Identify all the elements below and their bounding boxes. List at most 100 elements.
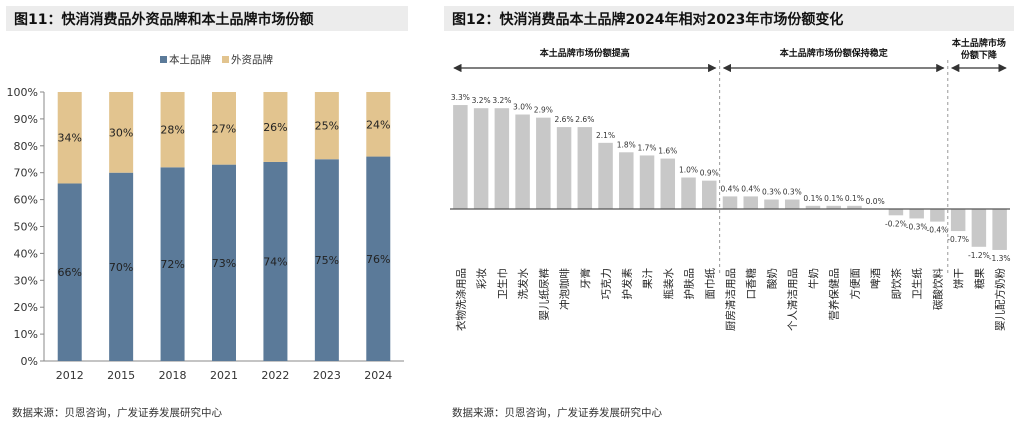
- bar-foreign: [57, 92, 82, 184]
- x-tick-label: 衣物洗涤用品: [454, 268, 467, 331]
- change-bar: [453, 105, 468, 209]
- bar-domestic: [366, 156, 391, 361]
- data-label: 0.3%: [783, 188, 802, 197]
- x-tick-label: 营养保健品: [828, 268, 841, 321]
- data-label: 0.1%: [845, 194, 864, 203]
- change-bar: [494, 108, 510, 209]
- change-bar: [764, 199, 779, 209]
- group-label: 本土品牌市场: [952, 37, 1006, 49]
- y-tick-label: 60%: [14, 194, 38, 207]
- x-tick-label: 面巾纸: [703, 268, 716, 300]
- change-bar: [888, 209, 904, 216]
- legend-swatch: [160, 56, 167, 63]
- x-tick-label: 婴儿配方奶粉: [994, 268, 1007, 331]
- data-label: -1.2%: [968, 251, 990, 260]
- data-label: 27%: [212, 122, 236, 135]
- x-tick-label: 婴儿纸尿裤: [537, 268, 550, 321]
- source-note: 数据来源：贝恩咨询，广发证券发展研究中心: [452, 407, 662, 419]
- data-label: 3.0%: [513, 103, 532, 112]
- data-label: 2.6%: [575, 115, 594, 124]
- data-label: 26%: [263, 121, 287, 134]
- x-tick-label: 2012: [56, 369, 84, 382]
- data-label: 75%: [315, 254, 339, 267]
- data-label: 2.1%: [596, 131, 615, 140]
- change-bar: [722, 196, 738, 209]
- bar-domestic: [57, 183, 82, 361]
- change-bar: [784, 199, 800, 209]
- change-bar: [805, 205, 821, 209]
- change-bar: [743, 196, 758, 209]
- bar-domestic: [263, 161, 288, 361]
- x-tick-label: 碳酸饮料: [931, 268, 944, 310]
- change-bar: [681, 177, 696, 209]
- x-tick-label: 牙膏: [579, 268, 592, 289]
- x-tick-label: 卫生巾: [496, 268, 509, 300]
- data-label: 34%: [57, 132, 81, 145]
- x-tick-label: 方便面: [848, 268, 861, 300]
- bar-foreign: [109, 92, 134, 173]
- x-tick-label: 牛奶: [807, 268, 820, 289]
- change-bar: [847, 205, 862, 209]
- bar-foreign: [314, 92, 339, 160]
- change-bar: [598, 142, 613, 209]
- x-tick-label: 厨房清洁用品: [724, 268, 737, 331]
- x-tick-label: 个人清洁用品: [786, 268, 799, 331]
- x-tick-label: 酸奶: [765, 268, 778, 289]
- data-label: -1.3%: [989, 254, 1011, 263]
- change-bar: [639, 155, 655, 209]
- group-label: 本土品牌市场份额保持稳定: [780, 47, 889, 59]
- bar-foreign: [366, 92, 391, 157]
- data-label: -0.7%: [947, 235, 969, 244]
- data-label: 1.0%: [679, 166, 698, 175]
- change-bar: [826, 205, 841, 209]
- change-bar: [556, 127, 572, 209]
- data-label: 1.7%: [638, 143, 657, 152]
- data-label: 24%: [366, 118, 390, 131]
- market-share-panel: 图11：快消消费品外资品牌和本土品牌市场份额 0% 10% 20% 30% 40% 50%…: [0, 0, 420, 426]
- data-label: 28%: [160, 124, 184, 137]
- bar-foreign: [212, 92, 236, 165]
- y-tick-label: 80%: [14, 140, 38, 153]
- data-label: 0.0%: [866, 197, 885, 206]
- data-label: 1.8%: [617, 140, 636, 149]
- x-tick-label: 口香糖: [745, 268, 758, 300]
- y-tick-label: 100%: [7, 86, 38, 99]
- bar-domestic: [109, 172, 134, 361]
- x-tick-label: 彩妆: [475, 268, 488, 289]
- data-label: 73%: [212, 257, 236, 270]
- x-tick-label: 2015: [107, 369, 135, 382]
- change-bar: [660, 158, 676, 209]
- change-bar: [619, 152, 634, 209]
- change-bar: [515, 114, 530, 209]
- x-tick-label: 饼干: [952, 268, 965, 289]
- bar-domestic: [212, 164, 236, 361]
- change-bar: [950, 209, 966, 232]
- source-note: 数据来源：贝恩咨询，广发证券发展研究中心: [12, 407, 222, 419]
- data-label: 0.1%: [803, 194, 822, 203]
- change-bar: [536, 117, 551, 209]
- change-bar: [702, 180, 717, 209]
- data-label: 2.6%: [555, 115, 574, 124]
- x-tick-label: 2018: [159, 369, 187, 382]
- stacked-bar-chart: 0% 10% 20% 30% 40% 50% 60% 70% 80% 90% 100% 66% 34% 2…: [7, 53, 404, 382]
- x-tick-label: 2023: [313, 369, 341, 382]
- chart-title: 图11：快消消费品外资品牌和本土品牌市场份额: [6, 6, 408, 31]
- change-bar: [909, 209, 924, 219]
- legend-swatch: [222, 56, 229, 63]
- x-tick-label: 2022: [261, 369, 289, 382]
- x-tick-label: 护发素: [620, 268, 633, 300]
- change-bar: [473, 108, 489, 209]
- share-change-bar-chart: 3.3% 衣物洗涤用品 3.2% 彩妆 3.2% 卫生巾 3.0% 洗发水 2.9% 婴儿纸尿裤 2…: [450, 37, 1011, 331]
- group-label: 份额下降: [961, 49, 998, 61]
- y-tick-label: 30%: [14, 274, 38, 287]
- x-tick-label: 卫生纸: [911, 268, 924, 300]
- data-label: 70%: [109, 261, 133, 274]
- data-label: 3.2%: [492, 96, 511, 105]
- data-label: 74%: [263, 255, 287, 268]
- data-label: 66%: [57, 266, 81, 279]
- data-label: -0.4%: [927, 226, 949, 235]
- data-label: 72%: [160, 258, 184, 271]
- share-change-panel: 图12：快消消费品本土品牌2024年相对2023年市场份额变化 3.3% 衣物洗涤…: [440, 0, 1024, 426]
- x-tick-label: 护肤品: [683, 268, 696, 300]
- data-label: 0.3%: [762, 188, 781, 197]
